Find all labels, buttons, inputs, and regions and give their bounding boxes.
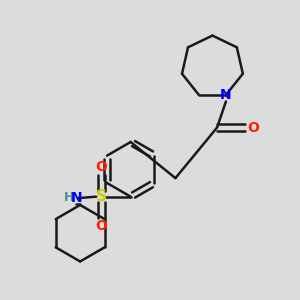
Text: S: S bbox=[96, 189, 107, 204]
Text: N: N bbox=[70, 190, 82, 205]
Text: O: O bbox=[96, 160, 107, 174]
Text: H: H bbox=[64, 191, 74, 204]
Text: O: O bbox=[248, 121, 260, 135]
Text: O: O bbox=[96, 219, 107, 233]
Text: N: N bbox=[220, 88, 232, 102]
